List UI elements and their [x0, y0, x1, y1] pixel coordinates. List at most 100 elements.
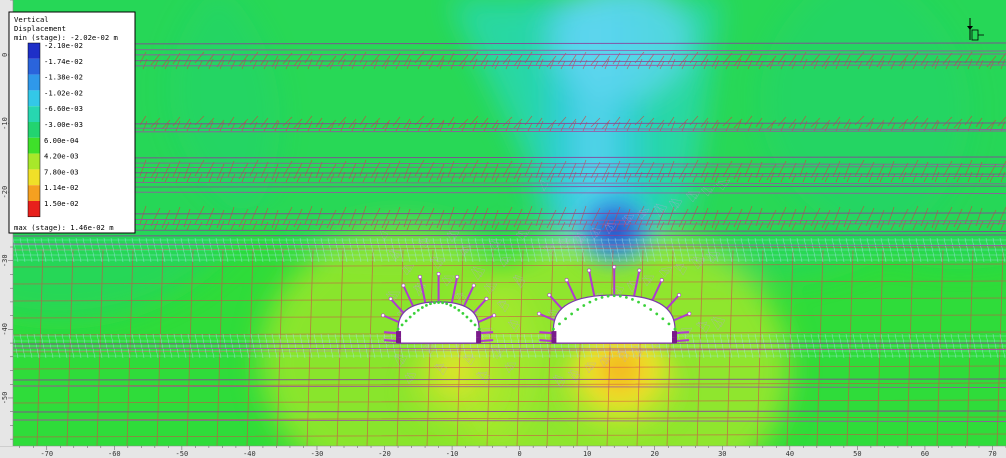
- legend-swatch: [28, 169, 40, 186]
- x-tick-label: 0: [518, 450, 522, 458]
- x-tick-label: 30: [718, 450, 726, 458]
- bolt-head: [564, 278, 569, 282]
- layer-boundary-line: [12, 49, 1006, 52]
- support-block: [672, 337, 677, 344]
- liner-node: [396, 327, 400, 331]
- layer-boundary-line: [12, 64, 1006, 67]
- layer-boundary-line: [12, 347, 1006, 350]
- liner-node: [631, 297, 634, 301]
- layer-boundary-line: [12, 185, 1006, 188]
- rock-bolt: [548, 294, 565, 312]
- layer-boundary-line: [12, 175, 1006, 178]
- liner-node: [570, 312, 574, 316]
- legend-entry-label: -1.02e-02: [44, 88, 83, 97]
- liner-node: [673, 327, 677, 331]
- x-tick-label: -10: [446, 450, 459, 458]
- rock-bolt: [389, 298, 406, 315]
- layer-boundary-line: [12, 234, 1006, 237]
- liner-node: [606, 294, 610, 298]
- liner-node: [661, 317, 665, 321]
- legend-swatch: [28, 106, 40, 122]
- liner-node: [400, 323, 404, 327]
- liner-node: [477, 327, 481, 331]
- legend-swatch: [28, 43, 40, 59]
- liner-node: [655, 312, 659, 316]
- legend: Vertical Displacement min (stage): -2.02…: [8, 11, 136, 234]
- liner-node: [433, 301, 436, 305]
- y-tick-label: -50: [1, 392, 9, 405]
- layer-boundary-line: [12, 218, 1006, 222]
- liner-node: [649, 308, 653, 311]
- liner-node: [425, 303, 428, 307]
- heave-zone-right: [555, 330, 685, 458]
- legend-swatch: [28, 90, 40, 107]
- layer-boundary-line: [12, 191, 1006, 194]
- legend-entry-label: 1.14e-02: [44, 183, 79, 192]
- legend-entry-label: -1.38e-02: [44, 73, 83, 82]
- y-tick-label: -20: [1, 186, 9, 199]
- liner-node: [552, 327, 555, 331]
- bolt-head: [418, 274, 422, 279]
- side-bolt: [539, 339, 554, 343]
- legend-swatch: [28, 74, 40, 91]
- bolt-head: [547, 293, 552, 297]
- liner-node: [576, 308, 580, 311]
- excavation-opening: [397, 301, 480, 344]
- bolt-head: [659, 278, 664, 282]
- rock-bolt: [382, 314, 400, 324]
- bolt-head: [637, 268, 642, 273]
- x-tick-label: 20: [651, 450, 659, 458]
- y-tick-label: -10: [1, 117, 9, 130]
- liner-node: [643, 304, 647, 307]
- mesh-refined-bands: [12, 237, 1006, 359]
- y-tick-label: -40: [1, 323, 9, 336]
- north-arrow-icon[interactable]: [967, 18, 984, 41]
- support-block: [551, 337, 557, 344]
- bolt-head: [677, 293, 681, 297]
- liner-node: [420, 306, 424, 309]
- layer-boundary-line: [12, 212, 1006, 215]
- layer-boundary-line: [12, 130, 1006, 133]
- liner-node: [667, 322, 671, 326]
- rock-bolt: [632, 270, 641, 298]
- rock-bolt: [450, 276, 459, 304]
- layer-boundary-line: [12, 223, 1006, 226]
- x-tick-label: 60: [921, 450, 929, 458]
- layer-boundary-line: [12, 410, 1006, 413]
- x-tick-label: -50: [176, 450, 189, 458]
- excavations: [381, 265, 692, 344]
- legend-entries: -2.10e-02 -1.74e-02 -1.38e-02 -1.02e-02 -6.6…: [27, 41, 83, 218]
- liner-node: [449, 303, 453, 307]
- legend-swatch: [28, 58, 40, 75]
- support-block: [551, 331, 557, 338]
- bolt-head: [401, 283, 406, 288]
- rock-bolt: [471, 298, 488, 315]
- liner-node: [445, 302, 449, 306]
- liner-node: [637, 300, 640, 304]
- legend-scale-frame: [27, 42, 41, 218]
- liner-node: [588, 300, 592, 304]
- y-tick-label: -30: [1, 254, 9, 267]
- liner-node: [461, 312, 465, 315]
- side-bolt: [479, 331, 494, 335]
- legend-entry-label: -6.60e-03: [44, 104, 83, 113]
- bolt-head: [587, 268, 591, 273]
- liner-node: [437, 301, 440, 304]
- layer-boundary-line: [12, 122, 1006, 125]
- layer-boundary-line: [12, 172, 1006, 175]
- x-tick-label: 70: [988, 450, 996, 458]
- support-block: [396, 337, 402, 344]
- x-tick-label: 10: [583, 450, 591, 458]
- liner-node: [612, 294, 616, 298]
- rock-bolt: [477, 314, 495, 324]
- legend-entry-label: 6.00e-04: [44, 136, 79, 145]
- soil-layer-boundaries: [12, 42, 1006, 422]
- excavation-2: [537, 265, 692, 344]
- layer-boundary-line: [12, 42, 1006, 45]
- bolt-head: [388, 296, 393, 301]
- x-tick-label: -40: [243, 450, 256, 458]
- legend-heading-line1: Vertical: [14, 15, 49, 24]
- liner-node: [558, 322, 561, 326]
- liner-node: [441, 301, 445, 305]
